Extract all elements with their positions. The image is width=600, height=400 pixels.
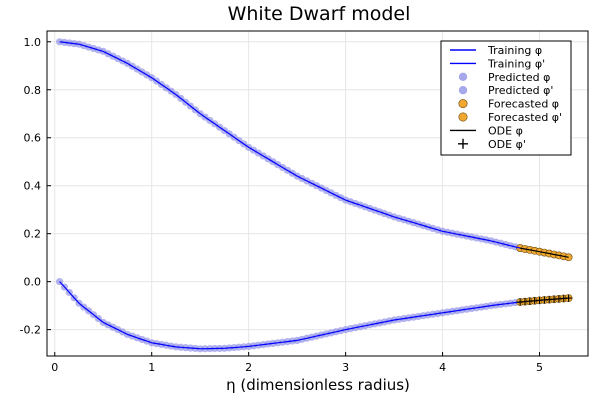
legend-label: ODE φ	[488, 124, 523, 137]
series	[56, 38, 573, 353]
legend-label: Training φ'	[487, 57, 545, 70]
training-phi-line	[59, 41, 521, 249]
x-tick-label: 5	[536, 361, 543, 374]
legend-swatch-marker	[458, 99, 468, 109]
legend-label: Forecasted φ'	[488, 111, 562, 124]
legend-swatch-marker	[458, 86, 468, 95]
legend-swatch-marker	[458, 112, 468, 122]
x-tick-label: 3	[342, 361, 349, 374]
ode-phi-line	[519, 247, 569, 258]
y-tick-label: 0.4	[24, 180, 42, 193]
legend-label: Predicted φ'	[488, 84, 553, 97]
axis-ticks: 0 1 2 3 4 5 -0.2 0.0 0.2 0.4 0.6 0.8 1.0	[20, 36, 543, 374]
x-tick-label: 2	[245, 361, 252, 374]
y-tick-label: 1.0	[24, 36, 42, 49]
y-tick-label: -0.2	[20, 324, 41, 337]
legend-swatch-marker	[458, 72, 468, 82]
chart-title: White Dwarf model	[228, 3, 411, 25]
x-tick-label: 4	[439, 361, 446, 374]
x-tick-label: 1	[148, 361, 155, 374]
plot-frame	[46, 30, 589, 357]
legend-label: ODE φ'	[488, 138, 526, 151]
x-axis-label: η (dimensionless radius)	[226, 376, 410, 394]
legend-label: Forecasted φ	[488, 98, 559, 111]
legend-label: Training φ	[487, 44, 542, 57]
y-tick-label: 0.6	[24, 132, 42, 145]
y-tick-label: 0.2	[24, 228, 42, 241]
legend-label: Predicted φ	[488, 71, 550, 84]
legend-swatch-cross	[458, 138, 468, 149]
training-dphi-line	[59, 281, 521, 350]
legend-box	[440, 40, 572, 156]
ode-dphi-cross	[565, 294, 573, 302]
y-tick-label: 0.0	[24, 276, 42, 289]
y-tick-label: 0.8	[24, 84, 42, 97]
forecasted-phi-point	[564, 253, 573, 262]
x-tick-label: 0	[51, 361, 58, 374]
